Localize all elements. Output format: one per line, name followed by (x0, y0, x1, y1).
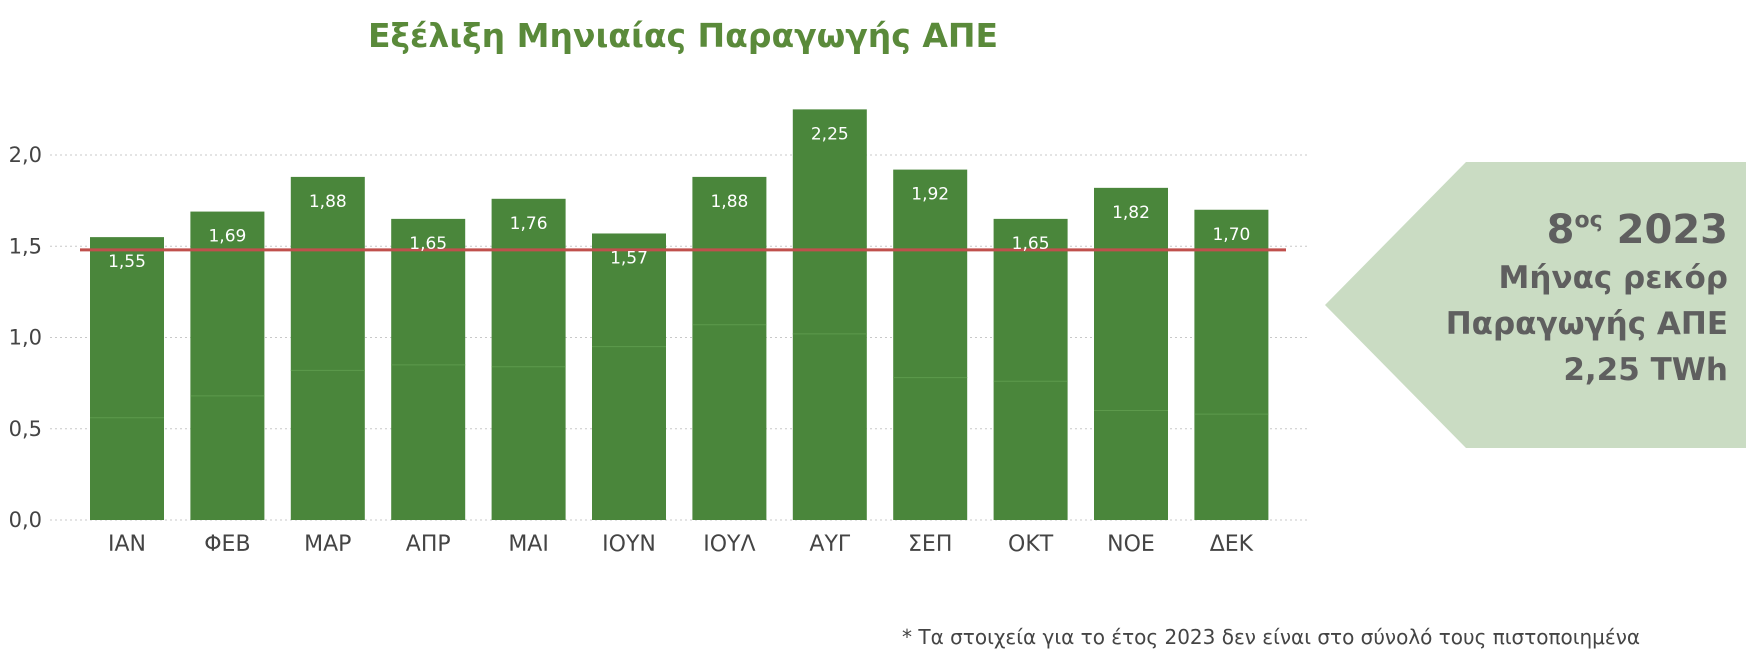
y-tick-label: 1,0 (9, 326, 42, 350)
bar (1194, 209, 1269, 520)
bar (993, 218, 1068, 520)
x-tick-label: ΙΟΥΛ (703, 532, 755, 557)
bar (491, 198, 566, 521)
callout-line-2: Παραγωγής ΑΠΕ (1445, 306, 1728, 342)
bar (592, 233, 666, 520)
callout-line-1: Μήνας ρεκόρ (1498, 260, 1728, 296)
bar-data-label: 1,92 (911, 185, 949, 205)
callout-line-3: 2,25 TWh (1563, 352, 1728, 388)
x-tick-label: ΔΕΚ (1210, 532, 1254, 557)
bar-data-label: 1,65 (409, 234, 447, 254)
bar-data-label: 1,76 (510, 214, 548, 234)
callout-rank-suffix: ος (1574, 208, 1603, 233)
callout-rank-number: 8 (1546, 207, 1575, 253)
x-tick-label: ΑΠΡ (406, 532, 451, 557)
bar (792, 109, 867, 520)
bars (90, 109, 1269, 521)
bar-data-label: 1,55 (108, 252, 146, 272)
bar (190, 211, 265, 520)
bar (893, 169, 968, 520)
bar (692, 176, 767, 520)
chart-title: Εξέλιξη Μηνιαίας Παραγωγής ΑΠΕ (368, 16, 999, 55)
x-tick-label: ΟΚΤ (1008, 532, 1054, 557)
x-tick-label: ΦΕΒ (204, 532, 250, 557)
x-tick-label: ΣΕΠ (908, 532, 952, 557)
bar-data-label: 2,25 (811, 124, 849, 144)
bar (1094, 187, 1168, 520)
footnote: * Τα στοιχεία για το έτος 2023 δεν είναι… (902, 625, 1641, 649)
bar-data-label: 1,65 (1012, 234, 1050, 254)
bar-data-label: 1,88 (309, 192, 347, 212)
bar-chart: 0,0 0,5 1,0 1,5 2,0 1,55 ΙΑΝ 1,69 ΦΕΒ 1,88 ΜΑΡ 1,65… (9, 109, 1310, 557)
y-tick-label: 2,0 (9, 143, 42, 167)
bar (90, 237, 164, 520)
bar-data-label: 1,88 (710, 192, 748, 212)
callout-rank: 8ος 2023 (1408, 196, 1728, 255)
callout-arrow (1325, 162, 1746, 448)
x-tick-label: ΑΥΓ (809, 532, 850, 557)
bar-data-label: 1,82 (1112, 203, 1150, 223)
y-tick-label: 1,5 (9, 234, 42, 258)
bar (290, 176, 365, 520)
bar-data-label: 1,69 (208, 227, 246, 247)
callout-arrow-shape (1325, 162, 1746, 448)
x-tick-label: ΜΑΙ (508, 532, 549, 557)
bar (391, 218, 466, 520)
y-tick-label: 0,5 (9, 417, 42, 441)
callout-text: 8ος 2023 Μήνας ρεκόρ Παραγωγής ΑΠΕ 2,25 T… (1408, 196, 1728, 393)
callout-year: 2023 (1616, 207, 1728, 253)
y-tick-label: 0,0 (9, 508, 42, 532)
bar-data-label: 1,70 (1212, 225, 1250, 245)
bar-data-label: 1,57 (610, 248, 648, 268)
x-tick-label: ΜΑΡ (304, 532, 351, 557)
labels: 0,0 0,5 1,0 1,5 2,0 1,55 ΙΑΝ 1,69 ΦΕΒ 1,88 ΜΑΡ 1,65… (9, 124, 1254, 557)
x-tick-label: ΝΟΕ (1107, 532, 1155, 557)
x-tick-label: ΙΑΝ (108, 532, 146, 557)
x-tick-label: ΙΟΥΝ (602, 532, 656, 557)
